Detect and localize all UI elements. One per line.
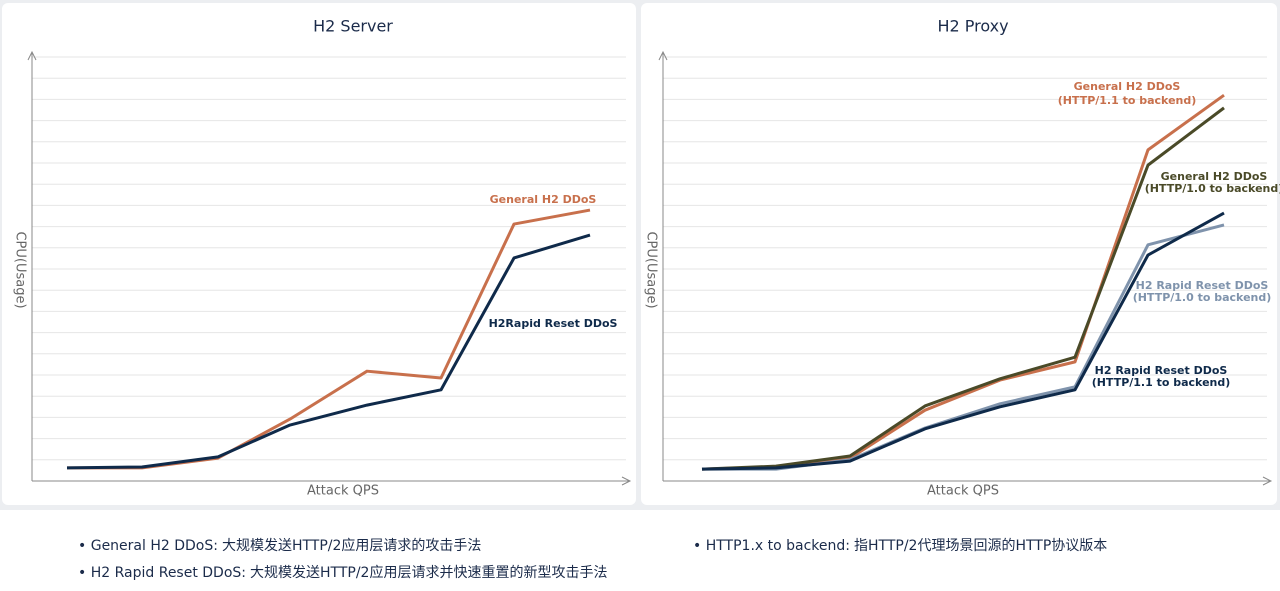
note-text: 大规模发送HTTP/2应用层请求的攻击手法 bbox=[221, 538, 482, 554]
series-label: H2Rapid Reset DDoS bbox=[489, 317, 618, 330]
y-axis-label: CPU(Usage) bbox=[644, 231, 659, 308]
axis-arrow bbox=[27, 50, 37, 61]
series-line bbox=[701, 211, 1225, 471]
note: • H2 Rapid Reset DDoS: 大规模发送HTTP/2应用层请求并快… bbox=[78, 565, 608, 581]
note: • HTTP1.x to backend: 指HTTP/2代理场景回源的HTTP协… bbox=[693, 538, 1108, 554]
y-axis-label: CPU(Usage) bbox=[13, 231, 28, 308]
axis-arrow bbox=[1262, 476, 1273, 486]
series-label: General H2 DDoS bbox=[1074, 80, 1181, 93]
x-axis-label: Attack QPS bbox=[927, 484, 999, 499]
note-term: H2 Rapid Reset DDoS: bbox=[90, 565, 247, 581]
series-label: General H2 DDoS bbox=[1161, 170, 1268, 183]
series-label: General H2 DDoS bbox=[490, 193, 597, 206]
series-label: H2 Rapid Reset DDoS bbox=[1136, 279, 1269, 292]
series-sublabel: (HTTP/1.0 to backend) bbox=[1145, 182, 1280, 195]
x-axis-label: Attack QPS bbox=[307, 484, 379, 499]
charts: H2 Server Attack QPS CPU(Usage) General H2 … bbox=[0, 0, 1280, 510]
note: • General H2 DDoS: 大规模发送HTTP/2应用层请求的攻击手法 bbox=[78, 538, 482, 554]
axis-arrow bbox=[658, 50, 668, 61]
series-label: H2 Rapid Reset DDoS bbox=[1095, 364, 1228, 377]
axis-arrow bbox=[621, 476, 632, 486]
series-sublabel: (HTTP/1.1 to backend) bbox=[1092, 376, 1231, 389]
panel bbox=[641, 3, 1277, 505]
note-text: 大规模发送HTTP/2应用层请求并快速重置的新型攻击手法 bbox=[250, 565, 608, 581]
series-line bbox=[66, 233, 591, 470]
note-term: General H2 DDoS: bbox=[90, 538, 218, 554]
note-text: 指HTTP/2代理场景回源的HTTP协议版本 bbox=[854, 538, 1108, 554]
panel bbox=[2, 3, 636, 505]
chart-title: H2 Proxy bbox=[937, 17, 1008, 36]
chart-title: H2 Server bbox=[313, 17, 393, 36]
series-line bbox=[701, 106, 1225, 471]
note-term: HTTP1.x to backend: bbox=[705, 538, 851, 554]
series-sublabel: (HTTP/1.0 to backend) bbox=[1133, 291, 1272, 304]
series-sublabel: (HTTP/1.1 to backend) bbox=[1058, 94, 1197, 107]
